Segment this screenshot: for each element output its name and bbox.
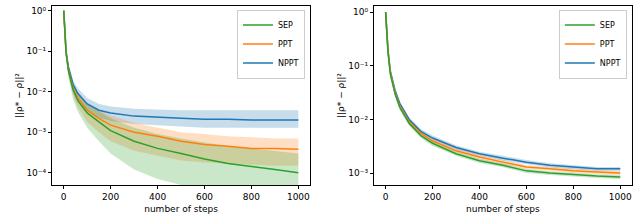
svg-text:10⁻²: 10⁻² <box>26 87 46 97</box>
svg-text:10⁰: 10⁰ <box>353 7 368 17</box>
svg-text:400: 400 <box>471 192 488 202</box>
svg-text:0: 0 <box>61 192 67 202</box>
svg-text:1000: 1000 <box>287 192 310 202</box>
svg-text:400: 400 <box>149 192 166 202</box>
svg-text:10⁰: 10⁰ <box>31 6 46 16</box>
svg-text:0: 0 <box>383 192 389 202</box>
svg-text:10⁻²: 10⁻² <box>348 115 368 125</box>
svg-text:10⁻³: 10⁻³ <box>348 168 368 178</box>
svg-text:200: 200 <box>424 192 441 202</box>
svg-text:PPT: PPT <box>278 40 293 49</box>
svg-text:PPT: PPT <box>600 40 615 49</box>
svg-text:200: 200 <box>102 192 119 202</box>
svg-text:600: 600 <box>518 192 535 202</box>
svg-text:10⁻¹: 10⁻¹ <box>348 61 368 71</box>
svg-text:1000: 1000 <box>609 192 632 202</box>
svg-text:600: 600 <box>196 192 213 202</box>
svg-text:NPPT: NPPT <box>600 59 621 68</box>
svg-text:||ρ* − ρ||²: ||ρ* − ρ||² <box>336 73 346 118</box>
svg-text:SEP: SEP <box>278 21 293 30</box>
svg-text:SEP: SEP <box>600 21 615 30</box>
svg-text:800: 800 <box>565 192 582 202</box>
svg-text:10⁻³: 10⁻³ <box>26 127 46 137</box>
svg-text:number of steps: number of steps <box>466 204 540 214</box>
svg-text:||ρ* − ρ||²: ||ρ* − ρ||² <box>14 73 24 118</box>
svg-text:NPPT: NPPT <box>278 59 299 68</box>
svg-text:10⁻¹: 10⁻¹ <box>26 46 46 56</box>
svg-text:number of steps: number of steps <box>144 204 218 214</box>
svg-text:10⁻⁴: 10⁻⁴ <box>26 168 46 178</box>
svg-text:800: 800 <box>243 192 260 202</box>
